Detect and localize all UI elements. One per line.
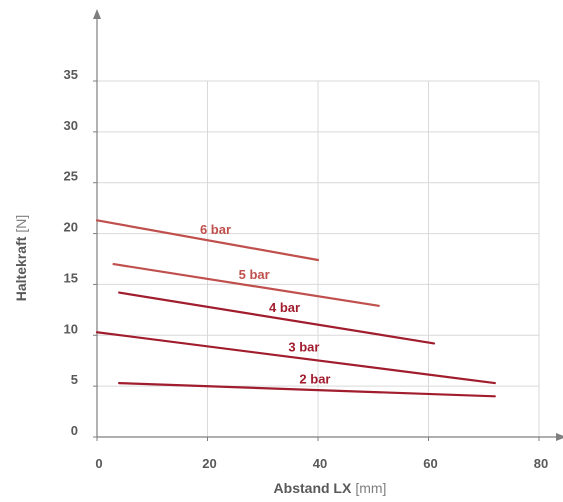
y-tick-label: 20 — [64, 220, 78, 235]
grid — [97, 80, 540, 437]
x-tick-label: 60 — [423, 456, 437, 471]
series-group — [95, 219, 496, 398]
y-tick-label: 10 — [64, 321, 78, 336]
y-axis-label: Haltekraft — [13, 236, 29, 301]
series-label: 6 bar — [200, 222, 231, 237]
series-labels: 6 bar 5 bar 4 bar 3 bar 2 bar — [200, 222, 331, 387]
y-tick-label: 0 — [71, 423, 78, 438]
x-tick-label: 20 — [202, 456, 216, 471]
y-tick-label: 25 — [64, 169, 78, 184]
y-axis-title: Haltekraft [N] — [13, 215, 29, 301]
x-axis-title: Abstand LX [mm] — [274, 480, 387, 496]
axes — [93, 9, 563, 441]
y-tick-label: 30 — [64, 118, 78, 133]
x-axis-unit: [mm] — [355, 480, 386, 496]
series-label: 5 bar — [239, 267, 270, 282]
series-line — [95, 331, 496, 385]
y-tick-label: 15 — [64, 270, 78, 285]
x-tick-label: 80 — [534, 456, 548, 471]
series-line — [117, 381, 496, 398]
tick-labels: 0 20 40 60 80 0 5 10 15 20 25 30 35 — [64, 67, 549, 471]
series-line — [117, 291, 436, 345]
series-label: 2 bar — [299, 372, 330, 387]
series-label: 4 bar — [269, 300, 300, 315]
y-axis-unit: [N] — [13, 215, 29, 233]
x-tick-label: 0 — [95, 456, 102, 471]
x-axis-label: Abstand LX — [274, 480, 352, 496]
series-line — [112, 262, 380, 307]
series-label: 3 bar — [288, 340, 319, 355]
y-tick-label: 35 — [64, 67, 78, 82]
y-tick-label: 5 — [71, 372, 78, 387]
series-line — [95, 219, 320, 262]
x-tick-label: 40 — [313, 456, 327, 471]
